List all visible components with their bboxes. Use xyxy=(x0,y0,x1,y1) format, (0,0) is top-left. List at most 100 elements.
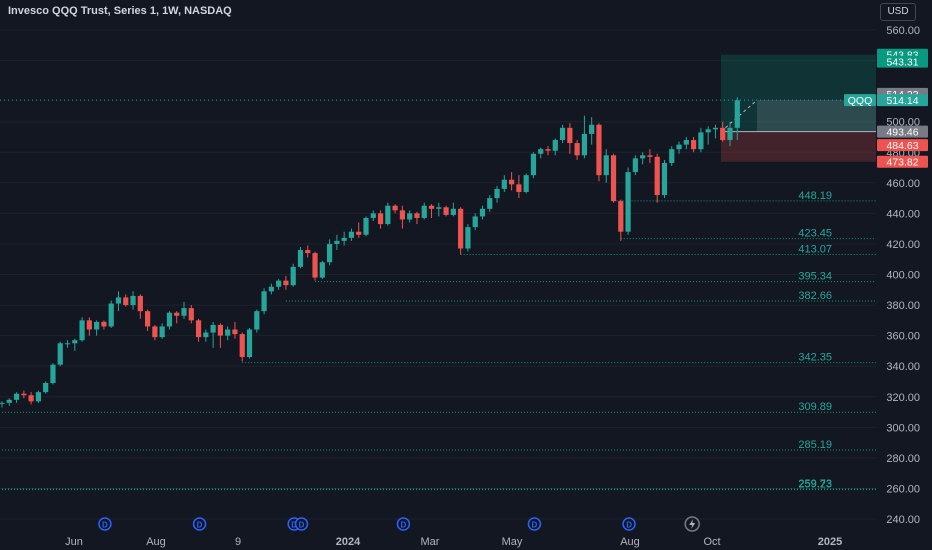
price-tick-15: 560.00 xyxy=(886,25,920,37)
candle-92 xyxy=(669,146,675,167)
candle-55 xyxy=(399,205,405,229)
candle-13 xyxy=(94,320,100,336)
candle-33 xyxy=(239,332,245,362)
svg-text:473.82: 473.82 xyxy=(886,157,918,169)
candle-17 xyxy=(123,294,129,307)
price-tick-0: 240.00 xyxy=(886,514,920,526)
candle-88 xyxy=(640,152,646,165)
candle-42 xyxy=(305,245,311,258)
time-tick-6: Aug xyxy=(620,536,640,548)
candle-9 xyxy=(64,340,71,348)
svg-text:514.14: 514.14 xyxy=(886,95,918,107)
candle-85 xyxy=(618,199,624,241)
loss-zone xyxy=(721,131,876,162)
candle-73 xyxy=(530,152,537,179)
candle-75 xyxy=(545,146,551,156)
candle-24 xyxy=(174,311,180,324)
candle-91 xyxy=(661,159,668,199)
candle-100 xyxy=(727,121,733,147)
level-label-1: 423.45 xyxy=(798,228,832,240)
candle-61 xyxy=(443,205,449,217)
level-label-9: 259.23 xyxy=(798,479,832,491)
svg-text:QQQ: QQQ xyxy=(848,95,873,107)
entry-path-line xyxy=(720,99,758,133)
time-tick-8: 2025 xyxy=(818,536,842,548)
time-tick-1: Aug xyxy=(146,536,166,548)
currency-button[interactable]: USD xyxy=(880,3,916,21)
svg-text:D: D xyxy=(197,521,203,530)
candle-25 xyxy=(181,302,187,319)
time-tick-4: Mar xyxy=(421,536,440,548)
candle-60 xyxy=(436,202,442,217)
svg-text:D: D xyxy=(532,521,538,530)
dividend-marker-6: D xyxy=(622,517,636,531)
candle-22 xyxy=(159,323,165,339)
candle-26 xyxy=(188,305,194,324)
level-label-7: 285.19 xyxy=(798,439,832,451)
candle-70 xyxy=(509,172,515,191)
candle-14 xyxy=(101,320,107,330)
candle-81 xyxy=(589,117,595,145)
price-tick-1: 260.00 xyxy=(886,483,920,495)
candle-3 xyxy=(21,390,27,399)
level-label-5: 342.35 xyxy=(798,352,832,364)
candle-49 xyxy=(356,222,362,238)
svg-text:484.63: 484.63 xyxy=(886,140,918,152)
svg-text:D: D xyxy=(102,521,108,530)
candle-44 xyxy=(319,260,325,280)
price-tick-6: 360.00 xyxy=(886,331,920,343)
candle-39 xyxy=(283,276,289,290)
candle-93 xyxy=(676,141,682,154)
candle-27 xyxy=(195,318,202,342)
candle-7 xyxy=(50,363,56,385)
time-tick-5: May xyxy=(502,536,523,548)
candle-21 xyxy=(152,324,158,341)
candle-83 xyxy=(603,149,609,183)
candle-95 xyxy=(691,136,697,153)
candle-84 xyxy=(610,153,617,203)
candle-74 xyxy=(538,147,544,159)
time-tick-0: Jun xyxy=(65,536,83,548)
price-tick-2: 280.00 xyxy=(886,453,920,465)
candle-11 xyxy=(79,317,85,342)
candle-101 xyxy=(734,97,740,141)
svg-text:D: D xyxy=(401,521,407,530)
candle-30 xyxy=(217,323,223,348)
svg-text:493.46: 493.46 xyxy=(886,127,918,139)
candle-46 xyxy=(334,234,340,251)
candle-37 xyxy=(268,283,274,295)
symbol-label: QQQ xyxy=(844,94,876,107)
candle-64 xyxy=(465,224,471,252)
price-label-5: 484.63 xyxy=(877,139,928,152)
candle-67 xyxy=(487,195,493,212)
time-tick-3: 2024 xyxy=(336,536,361,548)
candle-15 xyxy=(108,300,114,328)
price-axis[interactable]: 240.00 260.00 280.00 300.00 320.00 340.00 360.… xyxy=(876,0,932,550)
long-position-tool[interactable] xyxy=(0,54,876,162)
candle-28 xyxy=(203,329,209,342)
candle-65 xyxy=(472,213,478,231)
price-label-6: 473.82 xyxy=(877,155,928,169)
candle-35 xyxy=(254,309,260,333)
time-tick-7: Oct xyxy=(703,536,720,548)
dividend-marker-1: D xyxy=(192,517,207,531)
candle-36 xyxy=(261,288,267,315)
price-tick-3: 300.00 xyxy=(886,422,920,434)
candle-53 xyxy=(385,202,391,226)
time-tick-2: 9 xyxy=(235,536,241,548)
price-tick-11: 460.00 xyxy=(886,178,920,190)
candle-54 xyxy=(392,204,398,214)
dividend-marker-4: D xyxy=(396,517,411,531)
level-label-8: 259.73 xyxy=(798,478,832,490)
candle-47 xyxy=(341,231,347,246)
candle-69 xyxy=(501,175,507,192)
candle-72 xyxy=(523,173,529,194)
time-axis[interactable]: Jun Aug 9 2024 Mar May Aug Oct 2025 xyxy=(65,536,842,548)
price-tick-10: 440.00 xyxy=(886,208,920,220)
candle-79 xyxy=(574,140,580,160)
candle-99 xyxy=(720,121,726,142)
candle-56 xyxy=(407,210,413,223)
candle-77 xyxy=(559,124,566,144)
candle-50 xyxy=(363,216,369,237)
